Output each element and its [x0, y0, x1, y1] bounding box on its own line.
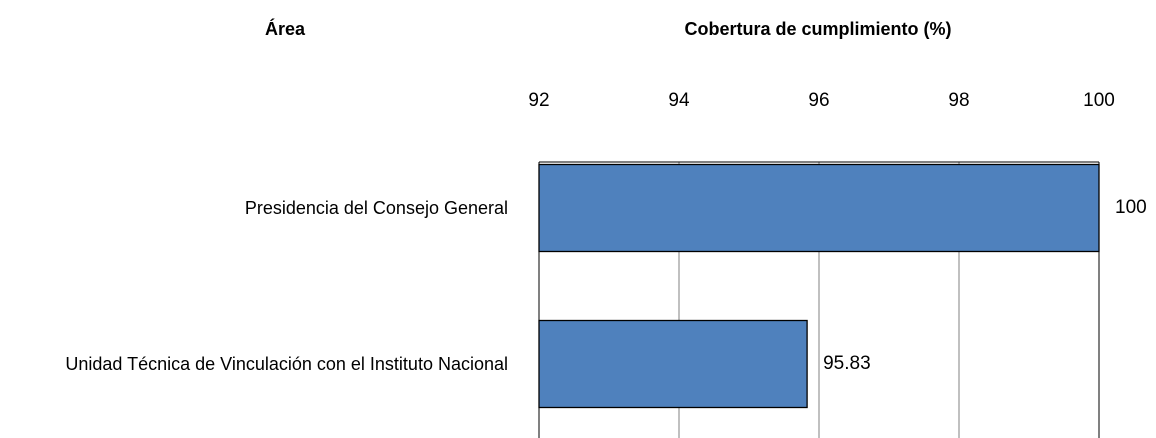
bar	[538, 163, 1100, 253]
x-tick-label: 100	[1083, 90, 1115, 111]
value-label: 95.83	[823, 353, 871, 374]
value-label: 100	[1115, 197, 1147, 218]
x-tick-label: 92	[528, 90, 549, 111]
x-tick-label: 98	[948, 90, 969, 111]
y-axis-label: Área	[265, 18, 306, 39]
category-label: Unidad Técnica de Vinculación con el Ins…	[0, 351, 508, 377]
category-text: Unidad Técnica de Vinculación con el Ins…	[65, 354, 508, 374]
x-tick-label: 96	[808, 90, 829, 111]
x-tick-label: 94	[668, 90, 690, 111]
x-axis-label: Cobertura de cumplimiento (%)	[684, 19, 951, 39]
category-text: Presidencia del Consejo General	[244, 198, 508, 218]
category-label: Presidencia del Consejo General	[0, 195, 508, 221]
bar	[538, 319, 808, 409]
